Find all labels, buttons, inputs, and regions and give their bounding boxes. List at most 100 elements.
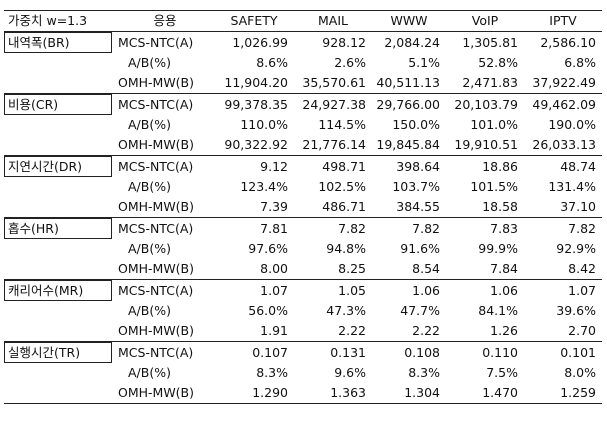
value-cell-www: 2,084.24 [372,31,446,53]
value-cell-iptv: 8.0% [564,365,596,380]
value-cell-safety: 1.07 [214,279,294,301]
table-row: OMH-MW(B) 90,322.92 21,776.14 19,845.84 19,9… [4,135,602,156]
group-cell-empty [4,53,116,73]
value-cell-safety: 1.91 [260,323,288,338]
value-cell-voip: 52.8% [478,55,518,70]
value-cell-iptv: 1.259 [524,383,602,404]
value-cell-iptv: 39.6% [556,303,596,318]
group-cell-empty [4,363,116,383]
value-cell-voip: 99.9% [478,241,518,256]
group-label-runtime: 실행시간(TR) [4,342,112,363]
group-cell: 비용(CR) [4,93,116,115]
value-cell-safety: 56.0% [248,303,288,318]
row-label-mcs-ntc: MCS-NTC(A) [116,341,214,363]
group-cell-empty [4,73,116,94]
value-cell-iptv: 8.42 [568,261,596,276]
value-cell-iptv: 37,922.49 [532,75,596,90]
value-cell-www: 29,766.00 [372,93,446,115]
value-cell-mail: 0.131 [294,341,372,363]
row-label-omh-mw: OMH-MW(B) [118,199,195,214]
value-cell-iptv: 2.70 [568,323,596,338]
table-row: A/B(%) 123.4% 102.5% 103.7% 101.5% 131.4% [4,177,602,197]
table-row: OMH-MW(B) 7.39 486.71 384.55 18.58 37.10 [4,197,602,218]
weight-label: 가중치 w=1.3 [4,10,116,32]
value-cell-safety: 8.6% [256,55,288,70]
group-cell-empty [4,177,116,197]
value-cell-www: 2.22 [412,323,440,338]
value-cell-voip: 84.1% [478,303,518,318]
table-row: A/B(%) 8.3% 9.6% 8.3% 7.5% 8.0% [4,363,602,383]
value-cell-voip: 2,471.83 [462,75,518,90]
value-cell-voip: 7.84 [490,261,518,276]
table-row: A/B(%) 110.0% 114.5% 150.0% 101.0% 190.0% [4,115,602,135]
value-cell-safety: 90,322.92 [224,137,288,152]
value-cell-iptv: 0.101 [524,341,602,363]
row-label-ratio: A/B(%) [128,241,171,256]
group-label-carriers: 캐리어수(MR) [4,280,112,301]
comparison-table: 가중치 w=1.3 응용 SAFETY MAIL WWW VoIP IPTV 내… [4,10,602,404]
value-cell-www: 1.06 [372,279,446,301]
value-cell-iptv: 26,033.13 [532,137,596,152]
value-cell-www: 0.108 [372,341,446,363]
group-cell: 내역폭(BR) [4,31,116,53]
row-label-ratio: A/B(%) [128,365,171,380]
value-cell-www: 7.82 [372,217,446,239]
table-row: 홉수(HR) MCS-NTC(A) 7.81 7.82 7.82 7.83 7.82 [4,217,602,239]
table-row: 실행시간(TR) MCS-NTC(A) 0.107 0.131 0.108 0.110 0.… [4,341,602,363]
value-cell-mail: 2.6% [334,55,366,70]
row-label-omh-mw: OMH-MW(B) [118,261,195,276]
value-cell-www: 103.7% [392,179,440,194]
header-row: 가중치 w=1.3 응용 SAFETY MAIL WWW VoIP IPTV [4,10,602,32]
value-cell-www: 91.6% [400,241,440,256]
row-label-omh-mw: OMH-MW(B) [118,75,195,90]
value-cell-safety: 1.290 [214,383,294,404]
group-cell-empty [4,197,116,218]
value-cell-iptv: 1.07 [524,279,602,301]
value-cell-mail: 35,570.61 [302,75,366,90]
table-row: OMH-MW(B) 1.91 2.22 2.22 1.26 2.70 [4,321,602,342]
row-label-ratio: A/B(%) [128,179,171,194]
group-cell: 실행시간(TR) [4,341,116,363]
group-cell-empty [4,383,116,404]
value-cell-safety: 9.12 [214,155,294,177]
value-cell-voip: 101.0% [470,117,518,132]
group-cell: 홉수(HR) [4,217,116,239]
group-cell: 캐리어수(MR) [4,279,116,301]
row-label-ratio: A/B(%) [128,117,171,132]
value-cell-mail: 486.71 [322,199,366,214]
value-cell-www: 47.7% [400,303,440,318]
value-cell-mail: 21,776.14 [302,137,366,152]
value-cell-www: 150.0% [392,117,440,132]
value-cell-iptv: 131.4% [548,179,596,194]
row-label-omh-mw: OMH-MW(B) [118,137,195,152]
value-cell-voip: 1,305.81 [446,31,524,53]
table-row: 지연시간(DR) MCS-NTC(A) 9.12 498.71 398.64 18.86 4… [4,155,602,177]
group-label-delay: 지연시간(DR) [4,156,112,177]
value-cell-iptv: 37.10 [560,199,596,214]
row-label-mcs-ntc: MCS-NTC(A) [116,217,214,239]
value-cell-mail: 2.22 [338,323,366,338]
value-cell-voip: 19,910.51 [454,137,518,152]
value-cell-voip: 7.5% [486,365,518,380]
value-cell-mail: 7.82 [294,217,372,239]
group-cell-empty [4,321,116,342]
value-cell-www: 8.3% [408,365,440,380]
value-cell-voip: 7.83 [446,217,524,239]
value-cell-www: 40,511.13 [376,75,440,90]
group-cell-empty [4,115,116,135]
group-label-hops: 홉수(HR) [4,218,112,239]
value-cell-mail: 928.12 [294,31,372,53]
value-cell-mail: 102.5% [318,179,366,194]
value-cell-safety: 97.6% [248,241,288,256]
app-header-iptv: IPTV [524,10,602,32]
value-cell-mail: 1.05 [294,279,372,301]
group-cell-empty [4,239,116,259]
value-cell-iptv: 6.8% [564,55,596,70]
value-cell-mail: 94.8% [326,241,366,256]
row-label-mcs-ntc: MCS-NTC(A) [116,155,214,177]
row-label-ratio: A/B(%) [128,303,171,318]
value-cell-safety: 11,904.20 [224,75,288,90]
table-row: OMH-MW(B) 11,904.20 35,570.61 40,511.13 2,47… [4,73,602,94]
group-label-cost: 비용(CR) [4,94,112,115]
